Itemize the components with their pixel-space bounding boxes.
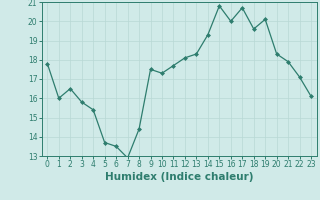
X-axis label: Humidex (Indice chaleur): Humidex (Indice chaleur) bbox=[105, 172, 253, 182]
